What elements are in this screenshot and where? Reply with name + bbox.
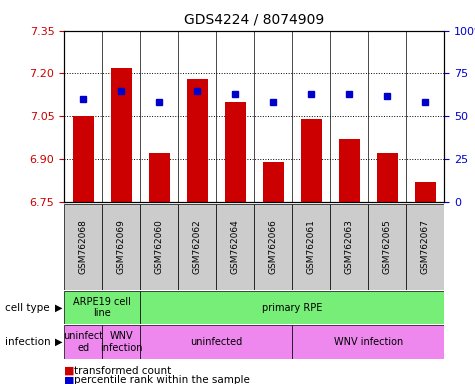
Bar: [102, 204, 140, 290]
Text: GSM762064: GSM762064: [231, 219, 239, 274]
Text: primary RPE: primary RPE: [262, 303, 323, 313]
Text: WNV
infection: WNV infection: [100, 331, 142, 353]
Bar: [292, 325, 444, 359]
Bar: [178, 204, 216, 290]
Text: ARPE19 cell
line: ARPE19 cell line: [73, 297, 131, 318]
Text: uninfect
ed: uninfect ed: [63, 331, 103, 353]
Text: percentile rank within the sample: percentile rank within the sample: [74, 375, 249, 384]
Text: ■: ■: [64, 366, 75, 376]
Bar: [64, 291, 140, 324]
Bar: [140, 204, 178, 290]
Text: GSM762067: GSM762067: [421, 219, 429, 274]
Text: infection: infection: [5, 337, 50, 347]
Bar: [330, 204, 368, 290]
Bar: [64, 325, 102, 359]
Bar: [149, 153, 170, 202]
Text: transformed count: transformed count: [74, 366, 171, 376]
Bar: [254, 204, 292, 290]
Bar: [263, 162, 284, 202]
Text: WNV infection: WNV infection: [333, 337, 403, 347]
Title: GDS4224 / 8074909: GDS4224 / 8074909: [184, 13, 324, 27]
Bar: [111, 68, 132, 202]
Text: GSM762065: GSM762065: [383, 219, 391, 274]
Bar: [140, 291, 444, 324]
Bar: [415, 182, 436, 202]
Text: ▶: ▶: [55, 303, 62, 313]
Text: GSM762063: GSM762063: [345, 219, 353, 274]
Text: GSM762062: GSM762062: [193, 219, 201, 274]
Text: ■: ■: [64, 375, 75, 384]
Bar: [187, 79, 208, 202]
Bar: [216, 204, 254, 290]
Bar: [64, 204, 102, 290]
Text: GSM762069: GSM762069: [117, 219, 125, 274]
Text: cell type: cell type: [5, 303, 49, 313]
Bar: [225, 102, 246, 202]
Text: GSM762060: GSM762060: [155, 219, 163, 274]
Bar: [339, 139, 360, 202]
Bar: [406, 204, 444, 290]
Bar: [140, 325, 292, 359]
Bar: [102, 325, 140, 359]
Bar: [368, 204, 406, 290]
Bar: [292, 204, 330, 290]
Text: GSM762061: GSM762061: [307, 219, 315, 274]
Text: GSM762068: GSM762068: [79, 219, 87, 274]
Text: uninfected: uninfected: [190, 337, 242, 347]
Text: GSM762066: GSM762066: [269, 219, 277, 274]
Bar: [301, 119, 322, 202]
Text: ▶: ▶: [55, 337, 62, 347]
Bar: [73, 116, 94, 202]
Bar: [377, 153, 398, 202]
